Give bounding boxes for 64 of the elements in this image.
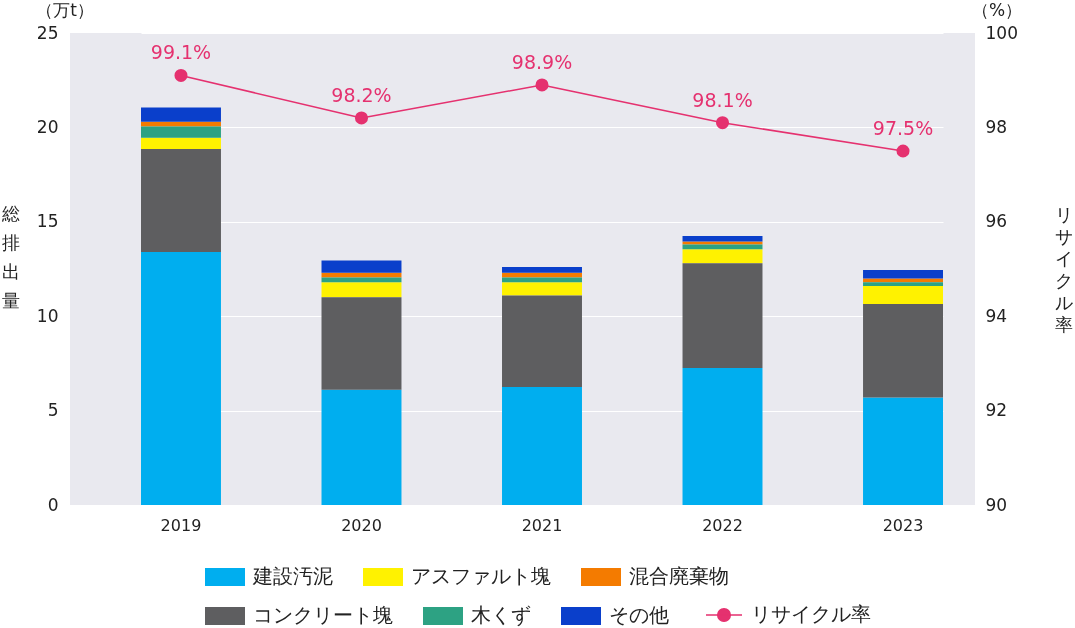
bar [502, 282, 582, 296]
bar [502, 295, 582, 387]
text: （%） [971, 0, 1023, 20]
bar [863, 282, 943, 286]
legend-label: 木くず [471, 603, 531, 627]
bar [141, 107, 221, 122]
y-tick-label: 15 [36, 211, 59, 232]
y2-tick-label: 96 [985, 211, 1008, 232]
bar [863, 303, 943, 398]
bar [141, 252, 221, 505]
bar [863, 285, 943, 304]
bar [502, 277, 582, 283]
y2-tick-label: 100 [985, 22, 1018, 43]
data-label: 97.5% [872, 117, 934, 139]
y-tick-label: 0 [47, 494, 59, 515]
y2-tick-label: 94 [985, 305, 1008, 326]
legend-label: 混合廃棄物 [629, 564, 729, 588]
data-label: 98.9% [511, 50, 573, 73]
point [715, 116, 730, 130]
bar [682, 249, 763, 264]
bar [141, 126, 221, 138]
data-label: 98.2% [331, 83, 392, 106]
bar [682, 368, 763, 505]
y-tick-label: 10 [36, 305, 59, 326]
point [535, 78, 549, 92]
data-label: 99.1% [150, 41, 212, 64]
x-tick-label: 2021 [521, 515, 563, 535]
bar [141, 149, 221, 253]
legend-label: リサイクル率 [751, 602, 871, 626]
bar [321, 297, 402, 390]
bar [321, 282, 402, 298]
legend-label: コンクリート塊 [253, 603, 393, 627]
point [354, 111, 369, 125]
bar [321, 260, 402, 273]
bar [141, 137, 221, 150]
bar [321, 389, 402, 505]
x-tick-label: 2023 [882, 515, 924, 535]
point [174, 68, 188, 82]
y2-axis-title: リサイクル率 [1054, 203, 1073, 335]
point [896, 144, 910, 158]
y-tick-label: 5 [47, 400, 59, 421]
x-tick-label: 2020 [341, 515, 382, 535]
text: （万t） [36, 0, 94, 20]
bar [682, 263, 763, 369]
bar [321, 277, 402, 283]
y2-tick-label: 92 [985, 400, 1008, 421]
bar [502, 267, 582, 273]
bar [502, 387, 582, 505]
y2-tick-label: 98 [985, 116, 1008, 137]
legend-label: 建設汚泥 [252, 564, 333, 588]
x-tick-label: 2019 [160, 515, 202, 535]
bar [863, 397, 943, 505]
legend-label: その他 [609, 603, 669, 627]
bar [682, 244, 763, 250]
bar [863, 269, 943, 279]
x-tick-label: 2022 [702, 515, 743, 535]
y-tick-label: 20 [36, 116, 59, 137]
y2-tick-label: 90 [985, 494, 1008, 515]
data-label: 98.1% [692, 88, 753, 111]
legend-label: アスファルト塊 [411, 564, 551, 588]
bar [863, 278, 943, 283]
y-axis-title: 総排出量 [0, 203, 20, 311]
y-tick-label: 25 [36, 22, 59, 43]
bar [682, 235, 763, 242]
